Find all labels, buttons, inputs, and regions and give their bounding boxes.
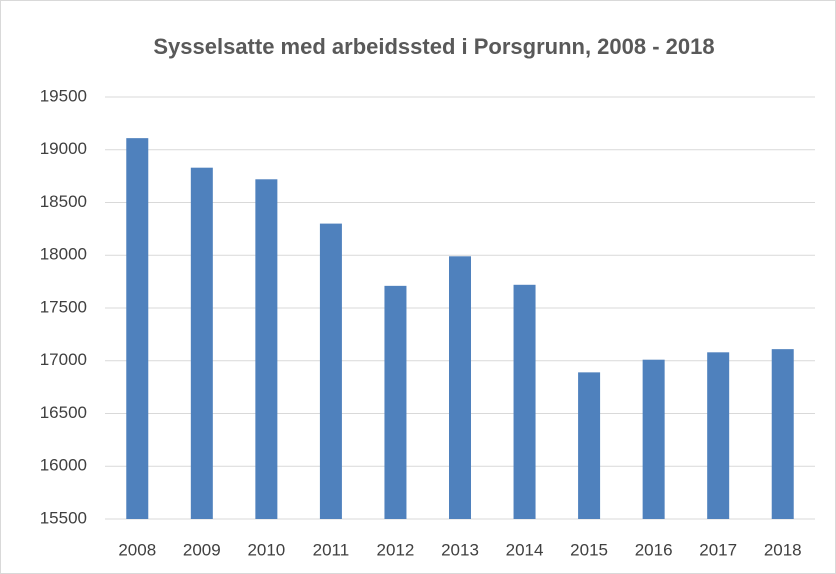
bar (319, 223, 342, 519)
x-tick-label: 2016 (635, 540, 673, 559)
x-tick-label: 2011 (313, 540, 350, 559)
y-tick-label: 19000 (40, 139, 87, 158)
x-tick-label: 2017 (699, 540, 737, 559)
bar (707, 352, 730, 519)
bar (384, 285, 407, 519)
x-tick-label: 2013 (441, 540, 479, 559)
bar (771, 349, 794, 519)
x-tick-label: 2009 (183, 540, 221, 559)
y-tick-label: 16500 (40, 403, 87, 422)
x-tick-label: 2012 (377, 540, 415, 559)
y-tick-label: 19500 (40, 86, 87, 105)
x-tick-label: 2015 (570, 540, 608, 559)
y-tick-label: 18000 (40, 245, 87, 264)
y-tick-label: 17000 (40, 350, 87, 369)
x-tick-label: 2008 (118, 540, 156, 559)
bar (190, 167, 213, 519)
y-tick-label: 15500 (40, 508, 87, 527)
x-tick-label: 2014 (506, 540, 544, 559)
y-tick-label: 16000 (40, 456, 87, 475)
y-tick-label: 17500 (40, 297, 87, 316)
bar (513, 284, 536, 519)
bar (449, 256, 471, 519)
x-tick-label: 2018 (764, 540, 802, 559)
chart-title: Sysselsatte med arbeidssted i Porsgrunn,… (153, 34, 714, 59)
bar (578, 372, 601, 519)
bar (126, 138, 149, 519)
y-tick-label: 18500 (40, 192, 87, 211)
x-tick-label: 2010 (247, 540, 285, 559)
bar (255, 179, 278, 520)
bar (642, 359, 665, 519)
